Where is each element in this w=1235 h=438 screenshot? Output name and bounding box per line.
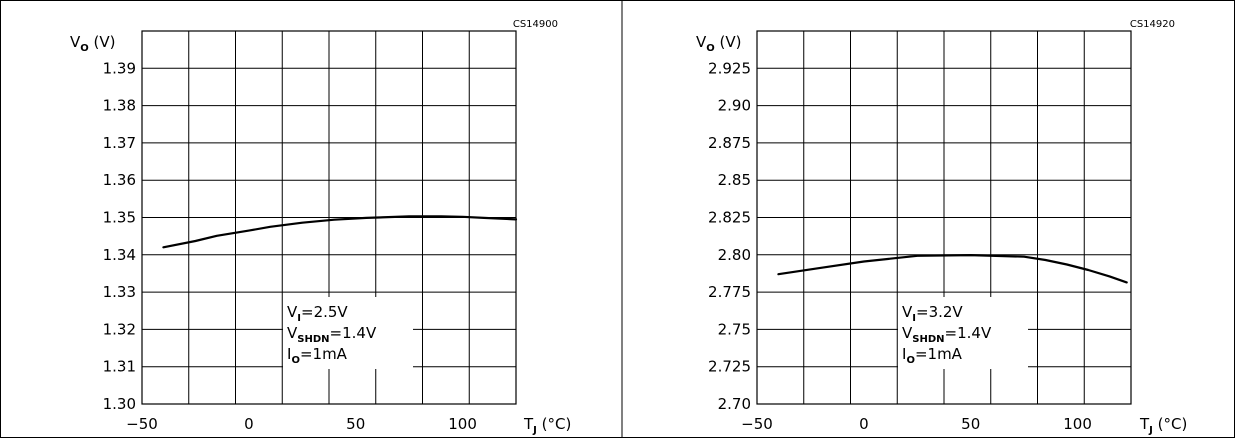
x-tick-label: 50 bbox=[346, 415, 365, 433]
chart-panel-1: CS14900 1.30 1.31 1.32 1.33 1.34 1.35 1.36 1.37… bbox=[70, 19, 571, 436]
x-tick-labels: −50 0 50 100 bbox=[126, 415, 477, 433]
y-tick-label: 1.33 bbox=[103, 283, 136, 301]
plot-area-border bbox=[141, 30, 517, 405]
y-tick-label: 1.31 bbox=[103, 358, 136, 376]
x-tick-label: −50 bbox=[126, 415, 158, 433]
series-line-path bbox=[162, 215, 518, 249]
y-tick-label: 1.38 bbox=[103, 97, 136, 115]
y-tick-label: 2.775 bbox=[708, 283, 751, 301]
condition-io: IO=1mA bbox=[287, 345, 348, 366]
y-tick-label: 1.32 bbox=[103, 320, 136, 338]
grid bbox=[757, 31, 1131, 404]
plot-area-border bbox=[756, 30, 1132, 405]
series-line-path bbox=[777, 254, 1128, 284]
condition-vi: VI=2.5V bbox=[287, 303, 348, 324]
y-tick-labels: 1.30 1.31 1.32 1.33 1.34 1.35 1.36 1.37 1.38 1.39 bbox=[103, 59, 136, 413]
x-axis-label: TJ (°C) bbox=[523, 415, 571, 436]
y-tick-label: 2.875 bbox=[708, 134, 751, 152]
y-tick-label: 1.34 bbox=[103, 246, 136, 264]
y-tick-label: 1.37 bbox=[103, 134, 136, 152]
x-axis-label: TJ (°C) bbox=[1139, 415, 1187, 436]
figure-code: CS14920 bbox=[1130, 19, 1175, 30]
y-tick-label: 2.80 bbox=[718, 246, 751, 264]
y-tick-label: 2.725 bbox=[708, 358, 751, 376]
conditions-box bbox=[283, 297, 413, 369]
chart-panel-2: CS14920 2.702.7252.752.7752.802.8252.852… bbox=[696, 19, 1187, 436]
y-tick-label: 1.30 bbox=[103, 395, 136, 413]
y-axis-label: VO (V) bbox=[696, 33, 742, 54]
series-line bbox=[777, 254, 1128, 284]
y-tick-label: 1.39 bbox=[103, 59, 136, 77]
figure-code: CS14900 bbox=[513, 19, 558, 30]
y-tick-label: 2.90 bbox=[718, 97, 751, 115]
x-tick-label: 100 bbox=[1063, 415, 1092, 433]
y-tick-label: 2.825 bbox=[708, 209, 751, 227]
series-line bbox=[162, 215, 518, 249]
x-tick-label: −50 bbox=[741, 415, 773, 433]
y-tick-label: 1.35 bbox=[103, 209, 136, 227]
x-tick-label: 0 bbox=[859, 415, 869, 433]
y-tick-label: 2.925 bbox=[708, 59, 751, 77]
x-tick-labels: −50 0 50 100 bbox=[741, 415, 1092, 433]
y-tick-labels: 2.70 2.725 2.75 2.775 2.80 2.825 2.85 2.875 2.90… bbox=[708, 59, 751, 413]
y-axis-label: VO (V) bbox=[70, 33, 116, 54]
condition-io: IO=1mA bbox=[902, 345, 963, 366]
conditions-box bbox=[898, 297, 1028, 369]
y-tick-label: 2.85 bbox=[718, 171, 751, 189]
y-tick-label: 2.70 bbox=[718, 395, 751, 413]
y-tick-label: 2.75 bbox=[718, 320, 751, 338]
x-tick-label: 0 bbox=[244, 415, 254, 433]
condition-vshdn: VSHDN=1.4V bbox=[287, 324, 377, 345]
x-tick-label: 100 bbox=[448, 415, 477, 433]
condition-vi: VI=3.2V bbox=[902, 303, 963, 324]
condition-vshdn: VSHDN=1.4V bbox=[902, 324, 992, 345]
y-tick-label: 1.36 bbox=[103, 171, 136, 189]
x-tick-label: 50 bbox=[961, 415, 980, 433]
